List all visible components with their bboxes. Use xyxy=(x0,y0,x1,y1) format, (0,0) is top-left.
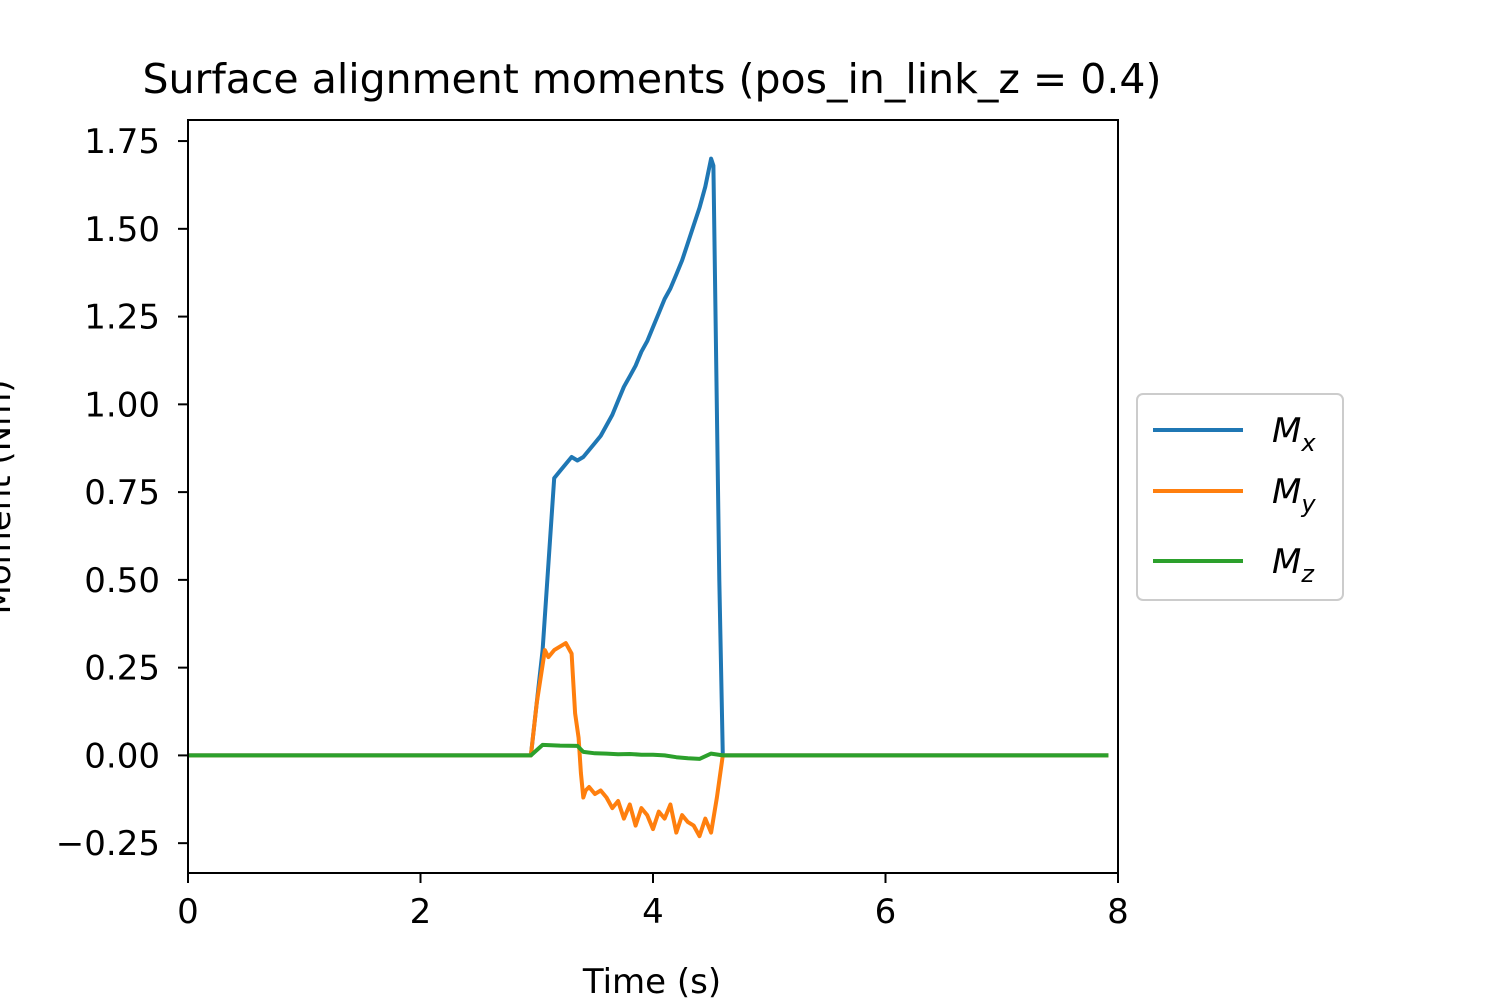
y-tick-label: 1.00 xyxy=(84,385,160,425)
legend-label-mx: Mx xyxy=(1272,411,1316,457)
legend-box xyxy=(1136,393,1344,601)
plot-frame xyxy=(187,119,1119,874)
x-tick-label: 6 xyxy=(875,892,897,932)
x-axis: 0 2 4 6 8 xyxy=(177,873,1129,932)
chart-title: Surface alignment moments (pos_in_link_z… xyxy=(142,55,1161,103)
x-tick-label: 4 xyxy=(642,892,664,932)
y-tick-label: 0.75 xyxy=(84,473,160,513)
y-tick-label: −0.25 xyxy=(56,824,160,864)
legend-label-my: My xyxy=(1272,472,1316,518)
series-line-my xyxy=(188,641,1109,839)
y-tick-label: 1.50 xyxy=(84,210,160,250)
y-axis-label: Moment (Nm) xyxy=(0,380,19,615)
y-tick-label: 0.25 xyxy=(84,649,160,689)
x-tick-label: 0 xyxy=(177,892,199,932)
y-tick-label: 0.50 xyxy=(84,561,160,601)
x-tick-label: 8 xyxy=(1107,892,1129,932)
y-axis: −0.25 0.00 0.25 0.50 0.75 1.00 1.25 1.50 1.75 xyxy=(56,122,188,864)
y-tick-label: 0.00 xyxy=(84,736,160,776)
y-tick-label: 1.75 xyxy=(84,122,160,162)
legend: Mx My Mz xyxy=(1136,393,1344,601)
x-tick-label: 2 xyxy=(410,892,432,932)
series-layer xyxy=(188,156,1109,839)
y-tick-label: 1.25 xyxy=(84,298,160,338)
legend-label-mz: Mz xyxy=(1272,542,1315,588)
x-axis-label: Time (s) xyxy=(582,962,721,1000)
series-line-mx xyxy=(188,156,1109,758)
series-line-mz xyxy=(188,742,1109,761)
